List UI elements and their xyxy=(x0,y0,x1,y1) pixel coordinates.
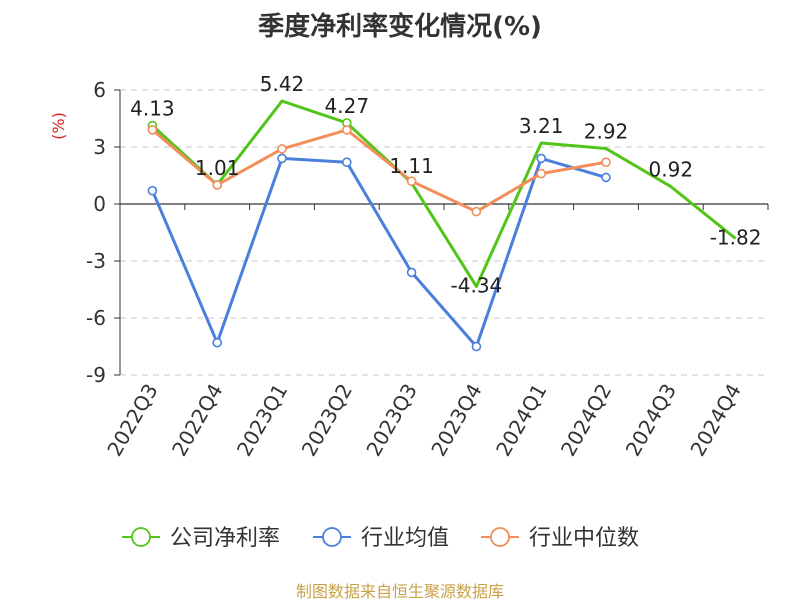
source-note: 制图数据来自恒生聚源数据库 xyxy=(295,582,504,601)
legend-marker xyxy=(490,527,510,547)
data-label: -1.82 xyxy=(710,226,762,250)
legend-label: 公司净利率 xyxy=(170,526,280,551)
x-tick-label: 2023Q3 xyxy=(361,380,421,461)
data-point xyxy=(341,125,352,135)
x-tick-label: 2024Q2 xyxy=(556,380,616,461)
x-tick-label: 2024Q4 xyxy=(685,380,745,461)
data-label: 1.11 xyxy=(389,154,434,178)
data-point xyxy=(341,157,352,167)
y-tick-label: -6 xyxy=(86,306,106,330)
series-line xyxy=(151,99,737,288)
x-tick-label: 2023Q1 xyxy=(232,380,292,461)
data-point xyxy=(471,341,482,352)
data-point xyxy=(212,337,222,348)
data-label: 4.13 xyxy=(130,97,175,121)
data-labels: 4.13 1.01 5.42 4.27 1.11 -4.34 3.21 2.92 0.92 -1.… xyxy=(130,72,761,297)
data-point xyxy=(601,157,611,167)
x-tick-label: 2022Q4 xyxy=(167,380,227,461)
legend-marker xyxy=(322,527,342,547)
data-point xyxy=(212,180,222,190)
legend-label: 行业均值 xyxy=(361,526,449,551)
y-tick-label: 3 xyxy=(93,135,106,159)
x-tick-label: 2024Q3 xyxy=(621,380,681,461)
data-point xyxy=(406,267,417,278)
data-point xyxy=(536,168,547,179)
legend-marker xyxy=(131,527,151,547)
data-point xyxy=(147,125,158,135)
x-tick-label: 2024Q1 xyxy=(491,380,551,461)
x-tick-label: 2022Q3 xyxy=(102,380,162,461)
chart-title: 季度净利率变化情况(%) xyxy=(258,12,542,42)
data-point xyxy=(601,172,611,183)
data-label: 4.27 xyxy=(325,94,370,118)
legend: 公司净利率 行业均值 行业中位数 xyxy=(122,526,639,551)
x-tick-label: 2023Q4 xyxy=(426,380,486,461)
series-line xyxy=(151,128,607,214)
data-label: 1.01 xyxy=(195,156,240,180)
data-point xyxy=(147,185,158,196)
x-tick-label: 2023Q2 xyxy=(297,380,357,461)
grid-lines xyxy=(120,89,768,376)
data-point xyxy=(536,153,547,164)
data-point xyxy=(277,144,287,154)
legend-label: 行业中位数 xyxy=(529,526,639,551)
y-tick-label: 0 xyxy=(93,192,106,216)
y-tick-label: -3 xyxy=(86,249,106,273)
data-point xyxy=(406,176,417,186)
data-label: 3.21 xyxy=(519,114,564,138)
y-axis-title: (%) xyxy=(49,112,68,140)
data-point xyxy=(277,153,287,164)
data-label: 2.92 xyxy=(584,120,629,144)
data-point xyxy=(471,206,482,217)
series-lines xyxy=(147,99,737,352)
data-label: 0.92 xyxy=(649,158,694,182)
data-label: -4.34 xyxy=(451,273,503,297)
data-label: 5.42 xyxy=(260,72,305,96)
y-tick-label: -9 xyxy=(86,363,106,387)
series-line xyxy=(151,156,607,348)
y-tick-label: 6 xyxy=(93,78,106,102)
